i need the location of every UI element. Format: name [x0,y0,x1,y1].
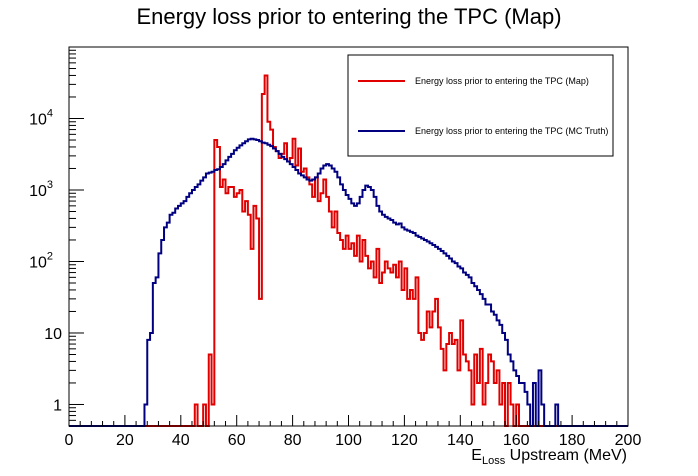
x-tick-label: 120 [391,432,418,449]
series-layer [69,74,628,427]
x-axis-label-rest: Upstream (MeV) [505,447,627,464]
x-tick-label: 20 [116,432,134,449]
axes-layer: 0 20 40 60 80 100 120 140 160 180 200 1 10 102 103 104 [29,49,642,449]
x-tick-label: 40 [172,432,190,449]
series-line-map [69,74,628,427]
x-tick-label: 160 [503,432,530,449]
legend-label-map: Energy loss prior to entering the TPC (M… [415,76,589,86]
chart-title: Energy loss prior to entering the TPC (M… [136,4,561,29]
x-axis-label-base: E [471,447,482,464]
x-tick-label: 0 [65,432,74,449]
x-tick-label: 60 [228,432,246,449]
y-tick-label: 10 [44,326,62,343]
y-tick-label: 103 [29,179,53,200]
x-tick-label: 180 [559,432,586,449]
x-tick-label: 200 [615,432,642,449]
y-tick-label: 104 [29,107,53,128]
legend: Energy loss prior to entering the TPC (M… [347,54,614,157]
x-axis-label: ELoss Upstream (MeV) [471,447,627,467]
x-axis-label-sub: Loss [482,455,506,467]
legend-box [347,54,614,157]
legend-label-mc-truth: Energy loss prior to entering the TPC (M… [415,126,608,136]
x-tick-label: 100 [335,432,362,449]
y-tick-label: 1 [53,397,62,414]
series-line-mc-truth [69,137,628,427]
x-tick-label: 140 [447,432,474,449]
y-tick-label: 102 [29,250,53,271]
x-tick-label: 80 [284,432,302,449]
